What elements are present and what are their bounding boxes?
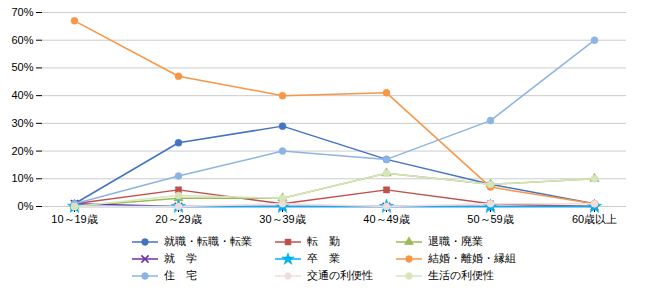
html-text:結婚・離婚・縁組: 結婚・離婚・縁組 <box>427 252 516 264</box>
svg-text:20～29歳: 20～29歳 <box>155 213 201 225</box>
html-text:交通の利便性: 交通の利便性 <box>306 269 373 281</box>
svg-text:20%: 20% <box>11 145 33 157</box>
svg-text:0%: 0% <box>18 200 34 212</box>
html-text:転 勤: 転 勤 <box>306 235 340 247</box>
svg-text:40%: 40% <box>11 89 33 101</box>
html-text:卒 業: 卒 業 <box>306 252 340 264</box>
html-text:生活の利便性: 生活の利便性 <box>427 269 494 281</box>
html-text:退職・廃業: 退職・廃業 <box>427 235 483 247</box>
html-text:就 学: 就 学 <box>163 252 197 264</box>
svg-text:10～19歳: 10～19歳 <box>51 213 97 225</box>
svg-text:30～39歳: 30～39歳 <box>259 213 305 225</box>
svg-text:70%: 70% <box>11 6 33 18</box>
svg-text:10%: 10% <box>11 172 33 184</box>
svg-text:50～59歳: 50～59歳 <box>467 213 513 225</box>
svg-text:30%: 30% <box>11 117 33 129</box>
svg-text:60歳以上: 60歳以上 <box>572 213 617 225</box>
svg-text:40～49歳: 40～49歳 <box>363 213 409 225</box>
svg-text:50%: 50% <box>11 61 33 73</box>
html-text:就職・転職・転業: 就職・転職・転業 <box>163 235 252 247</box>
svg-text:60%: 60% <box>11 34 33 46</box>
html-text:住 宅: 住 宅 <box>163 269 197 281</box>
